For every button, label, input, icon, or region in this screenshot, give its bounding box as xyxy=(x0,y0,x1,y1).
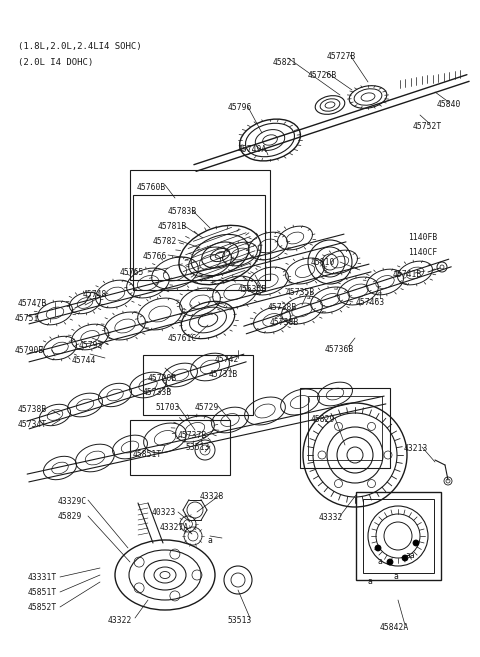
Text: 45840: 45840 xyxy=(437,100,461,109)
Text: 45635B: 45635B xyxy=(238,285,267,294)
Text: 45733B: 45733B xyxy=(143,388,172,397)
Text: 45736B: 45736B xyxy=(325,345,354,354)
Text: 45729: 45729 xyxy=(195,403,219,412)
Text: 45727B: 45727B xyxy=(327,52,356,61)
Text: 51703: 51703 xyxy=(155,403,180,412)
Text: a: a xyxy=(378,557,383,566)
Text: 40323: 40323 xyxy=(152,508,176,517)
Bar xyxy=(308,396,382,460)
Text: 45829: 45829 xyxy=(311,415,336,424)
Text: 45744: 45744 xyxy=(72,356,96,365)
Text: 457463: 457463 xyxy=(356,298,385,307)
Text: 43213: 43213 xyxy=(404,444,428,453)
Text: 45829: 45829 xyxy=(58,512,83,521)
Text: (1.8L,2.0L,2.4LI4 SOHC): (1.8L,2.0L,2.4LI4 SOHC) xyxy=(18,42,142,51)
Text: 45782: 45782 xyxy=(153,237,178,246)
Bar xyxy=(133,195,265,290)
Text: 45731B: 45731B xyxy=(209,370,238,379)
Text: 53513: 53513 xyxy=(186,443,210,452)
Circle shape xyxy=(375,545,381,551)
Text: 43328: 43328 xyxy=(200,492,224,501)
Text: 45783B: 45783B xyxy=(168,207,197,216)
Text: 43322: 43322 xyxy=(108,616,132,625)
Text: 1140FB: 1140FB xyxy=(408,233,437,242)
Text: 45751: 45751 xyxy=(15,314,39,323)
Text: 45738B: 45738B xyxy=(18,405,47,414)
Text: 45752T: 45752T xyxy=(413,122,442,131)
Text: 45851T: 45851T xyxy=(133,450,162,459)
Text: 45737B: 45737B xyxy=(178,431,207,440)
Circle shape xyxy=(402,555,408,561)
Text: 43327A: 43327A xyxy=(160,523,189,532)
Circle shape xyxy=(413,540,419,546)
Text: a: a xyxy=(208,536,213,545)
Bar xyxy=(356,492,441,580)
Text: 43329C: 43329C xyxy=(58,497,87,506)
Text: 45742: 45742 xyxy=(215,355,240,364)
Text: 45851T: 45851T xyxy=(28,588,57,597)
Bar xyxy=(363,499,434,573)
Text: 45749A: 45749A xyxy=(238,145,267,154)
Text: 45821: 45821 xyxy=(273,58,298,67)
Text: 43331T: 43331T xyxy=(28,573,57,582)
Text: 45810: 45810 xyxy=(311,258,336,267)
Text: 45761C: 45761C xyxy=(168,334,197,343)
Text: 45720B: 45720B xyxy=(148,374,177,383)
Text: 45781B: 45781B xyxy=(158,222,187,231)
Text: 45748: 45748 xyxy=(83,290,108,299)
Text: 45793: 45793 xyxy=(79,341,103,350)
Text: 45726B: 45726B xyxy=(308,71,337,80)
Text: 45765: 45765 xyxy=(120,268,144,277)
Text: 45842A: 45842A xyxy=(380,623,409,632)
Text: 45796: 45796 xyxy=(228,103,252,112)
Circle shape xyxy=(387,559,393,565)
Text: aa: aa xyxy=(405,551,415,560)
Text: (2.0L I4 DOHC): (2.0L I4 DOHC) xyxy=(18,58,93,67)
Text: 45766: 45766 xyxy=(143,252,168,261)
Text: 45738B: 45738B xyxy=(268,303,297,312)
Text: 45741B: 45741B xyxy=(393,270,422,279)
Bar xyxy=(130,420,230,475)
Text: 43332: 43332 xyxy=(319,513,343,522)
Text: a: a xyxy=(393,572,398,581)
Text: 45734T: 45734T xyxy=(18,420,47,429)
Text: 53513: 53513 xyxy=(227,616,252,625)
Text: 45760B: 45760B xyxy=(137,183,166,192)
Text: 45735B: 45735B xyxy=(286,288,315,297)
Bar xyxy=(130,170,270,280)
Text: 45790B: 45790B xyxy=(15,346,44,355)
Text: 45747B: 45747B xyxy=(18,299,47,308)
Bar xyxy=(300,388,390,468)
Bar xyxy=(143,355,253,415)
Text: a: a xyxy=(368,577,373,586)
Text: 45738B: 45738B xyxy=(270,318,299,327)
Text: 1140CF: 1140CF xyxy=(408,248,437,257)
Text: 45852T: 45852T xyxy=(28,603,57,612)
